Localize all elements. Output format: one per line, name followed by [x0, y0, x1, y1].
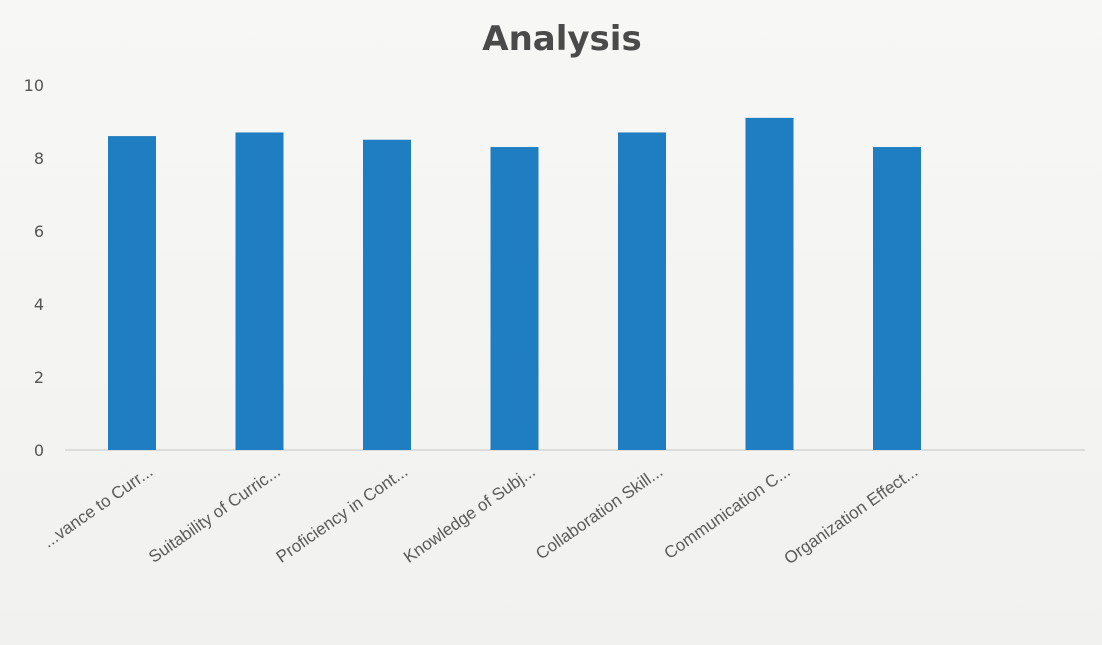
bar	[745, 117, 794, 450]
y-tick-label: 4	[34, 295, 44, 314]
y-axis: 0 2 4 6 8 10	[24, 76, 44, 460]
bar	[618, 132, 666, 450]
x-tick-label: Knowledge of Subj...	[400, 462, 539, 567]
x-axis: ...vance to Curr...Suitability of Curric…	[39, 462, 921, 568]
x-tick-label: Proficiency in Cont...	[273, 462, 412, 567]
y-tick-label: 6	[34, 222, 44, 241]
x-tick-label: Collaboration Skill...	[532, 462, 666, 564]
x-tick-label: Suitability of Curric...	[145, 462, 284, 567]
bar	[235, 132, 284, 450]
x-tick-label: ...vance to Curr...	[39, 462, 156, 552]
y-tick-label: 10	[24, 76, 44, 95]
bar	[873, 147, 921, 451]
bar	[490, 147, 539, 451]
bar-series	[108, 117, 921, 451]
y-tick-label: 8	[34, 149, 44, 168]
bar	[108, 136, 156, 450]
bar	[363, 139, 411, 450]
y-tick-label: 2	[34, 368, 44, 387]
x-tick-label: Communication C...	[661, 462, 794, 563]
chart-title: Analysis	[482, 19, 641, 59]
x-tick-label: Organization Effect...	[781, 462, 922, 568]
y-tick-label: 0	[34, 441, 44, 460]
